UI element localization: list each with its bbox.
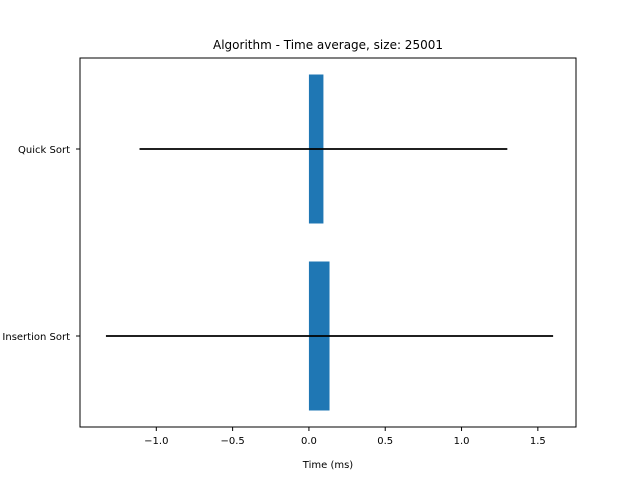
x-tick-label: −1.0 — [144, 436, 168, 447]
x-axis-label: Time (ms) — [302, 460, 354, 471]
x-tick-label: 1.5 — [530, 436, 546, 447]
y-tick-label: Insertion Sort — [2, 332, 70, 343]
x-tick-label: 0.0 — [301, 436, 317, 447]
y-tick-label: Quick Sort — [18, 145, 70, 156]
x-tick-label: −0.5 — [220, 436, 244, 447]
x-tick-label: 0.5 — [377, 436, 393, 447]
plot-frame — [79, 57, 577, 428]
chart-title: Algorithm - Time average, size: 25001 — [213, 38, 443, 52]
x-tick-label: 1.0 — [454, 436, 470, 447]
